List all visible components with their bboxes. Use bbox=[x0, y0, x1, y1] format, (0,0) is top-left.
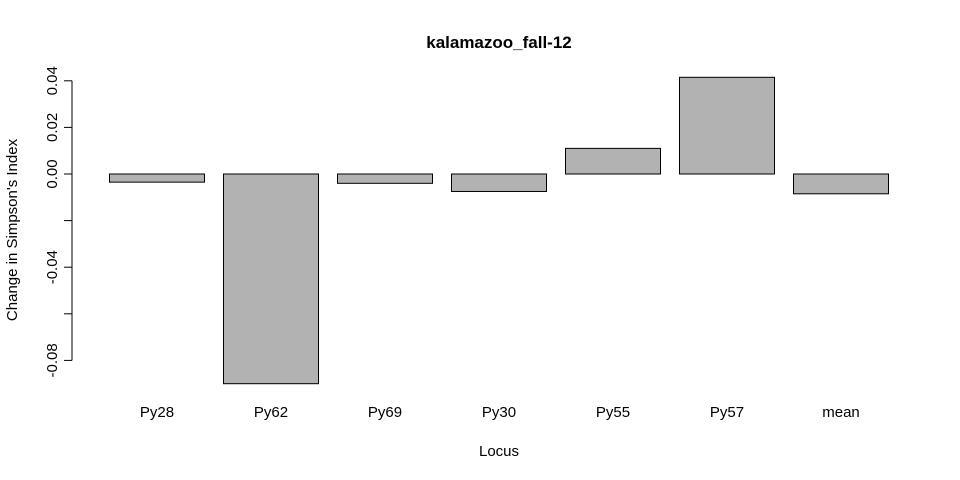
x-tick-label: Py57 bbox=[710, 404, 744, 421]
y-axis: -0.08 -0.04 0.00 0.02 0.04 bbox=[44, 66, 73, 378]
x-tick-label: Py55 bbox=[596, 404, 630, 421]
x-tick-label: Py30 bbox=[482, 404, 516, 421]
bar-py62 bbox=[223, 173, 319, 385]
x-tick-labels: Py28 Py62 Py69 Py30 Py55 Py57 mean bbox=[140, 404, 860, 421]
bars bbox=[109, 76, 889, 385]
x-tick-label: mean bbox=[822, 404, 860, 421]
y-tick-label: -0.08 bbox=[44, 343, 61, 377]
bar-py69 bbox=[337, 173, 433, 184]
bar-py55 bbox=[565, 147, 661, 175]
bar-mean bbox=[793, 173, 889, 195]
y-tick-label: 0.04 bbox=[44, 66, 61, 95]
x-axis-label: Locus bbox=[479, 443, 519, 460]
y-tick-label: 0.02 bbox=[44, 113, 61, 142]
bar-py30 bbox=[451, 173, 547, 192]
y-axis-label: Change in Simpson's Index bbox=[4, 138, 21, 321]
chart-title: kalamazoo_fall-12 bbox=[426, 33, 572, 52]
y-tick-label: -0.04 bbox=[44, 250, 61, 284]
x-tick-label: Py28 bbox=[140, 404, 174, 421]
x-tick-label: Py69 bbox=[368, 404, 402, 421]
bar-py28 bbox=[109, 173, 205, 183]
bar-py57 bbox=[679, 76, 775, 175]
x-tick-label: Py62 bbox=[254, 404, 288, 421]
y-tick-label: 0.00 bbox=[44, 159, 61, 188]
